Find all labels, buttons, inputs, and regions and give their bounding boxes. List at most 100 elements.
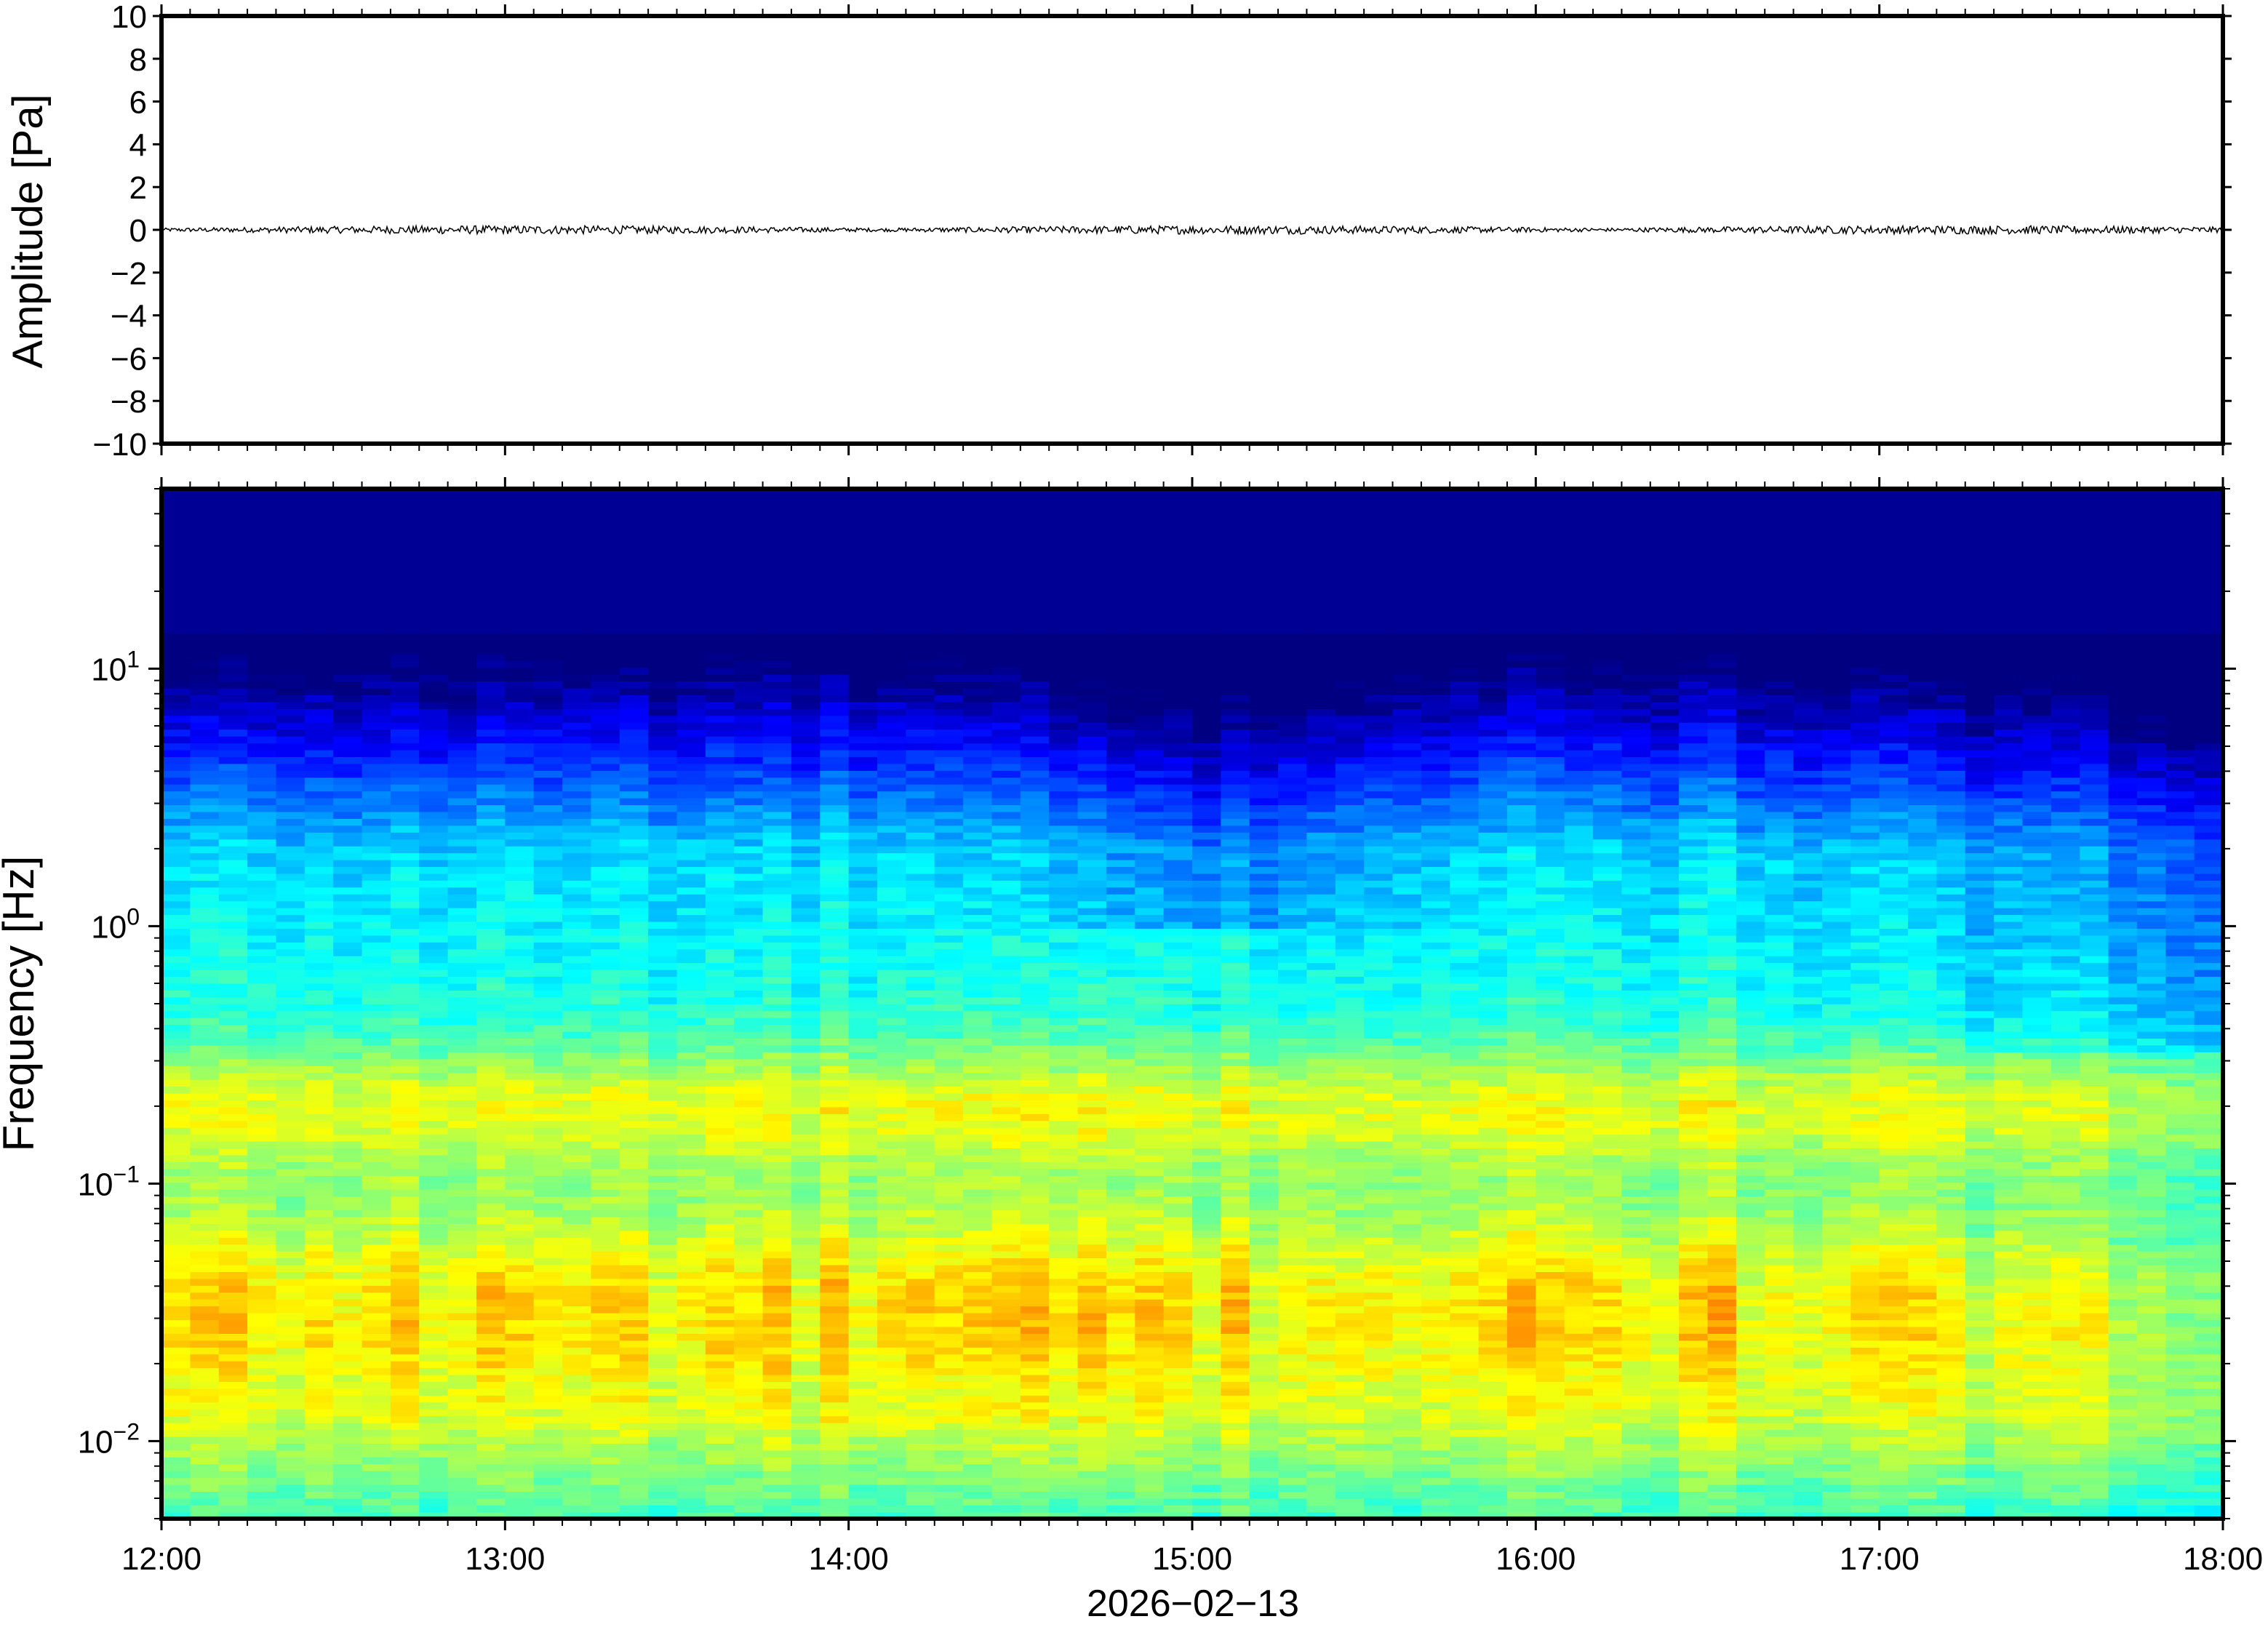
spectrogram-cell xyxy=(877,1292,906,1299)
spectrogram-cell xyxy=(219,612,248,620)
spectrogram-cell xyxy=(276,1279,305,1286)
spectrogram-cell xyxy=(562,1223,591,1231)
spectrogram-cell xyxy=(877,523,906,530)
spectrogram-cell xyxy=(190,948,219,956)
spectrogram-cell xyxy=(333,1436,362,1444)
spectrogram-cell xyxy=(648,1319,677,1327)
spectrogram-cell xyxy=(935,1182,964,1189)
spectrogram-cell xyxy=(648,626,677,633)
spectrogram-cell xyxy=(333,695,362,702)
spectrogram-cell xyxy=(763,1079,792,1087)
spectrogram-cell xyxy=(963,874,992,881)
spectrogram-cell xyxy=(476,509,506,516)
spectrogram-cell xyxy=(706,564,735,572)
spectrogram-cell xyxy=(247,1333,276,1340)
spectrogram-cell xyxy=(190,935,219,943)
spectrogram-cell xyxy=(161,908,191,915)
spectrogram-cell xyxy=(820,777,849,784)
spectrogram-cell xyxy=(734,942,763,949)
spectrogram-cell xyxy=(1021,667,1050,674)
spectrogram-cell xyxy=(991,1463,1021,1471)
spectrogram-cell xyxy=(935,599,964,606)
spectrogram-cell xyxy=(648,1402,677,1410)
spectrogram-cell xyxy=(991,1415,1021,1423)
spectrogram-cell xyxy=(305,1327,334,1334)
spectrogram-cell xyxy=(190,1086,219,1093)
spectrogram-cell xyxy=(505,557,534,564)
spectrogram-cell xyxy=(448,743,477,750)
spectrogram-cell xyxy=(305,812,334,819)
spectrogram-cell xyxy=(734,1086,763,1093)
spectrogram-cell xyxy=(849,887,878,895)
spectrogram-cell xyxy=(648,1079,677,1087)
spectrogram-cell xyxy=(448,1155,477,1162)
spectrogram-cell xyxy=(648,1127,677,1135)
spectrogram-cell xyxy=(791,1402,820,1410)
spectrogram-cell xyxy=(734,1210,763,1217)
spectrogram-cell xyxy=(219,633,248,640)
spectrogram-cell xyxy=(247,832,276,839)
spectrogram-cell xyxy=(419,990,448,997)
spectrogram-cell xyxy=(734,1059,763,1066)
spectrogram-cell xyxy=(476,1375,506,1382)
spectrogram-cell xyxy=(935,633,964,640)
spectrogram-cell xyxy=(620,1175,649,1183)
spectrogram-cell xyxy=(247,1059,276,1066)
spectrogram-cell xyxy=(591,1217,620,1224)
spectrogram-cell xyxy=(591,1093,620,1100)
spectrogram-cell xyxy=(620,839,649,846)
spectrogram-cell xyxy=(963,722,992,729)
spectrogram-cell xyxy=(305,846,334,853)
spectrogram-cell xyxy=(963,1237,992,1244)
spectrogram-cell xyxy=(247,1436,276,1444)
spectrogram-cell xyxy=(820,852,849,860)
spectrogram-cell xyxy=(333,1196,362,1203)
spectrogram-cell xyxy=(906,1271,935,1279)
spectrogram-cell xyxy=(591,770,620,777)
spectrogram-cell xyxy=(648,1361,677,1368)
spectrogram-cell xyxy=(648,1354,677,1361)
spectrogram-cell xyxy=(247,1237,276,1244)
spectrogram-cell xyxy=(219,1319,248,1327)
spectrogram-cell xyxy=(1049,1471,1078,1478)
spectrogram-cell xyxy=(505,1114,534,1121)
spectrogram-cell xyxy=(305,1313,334,1320)
spectrogram-cell xyxy=(763,1175,792,1183)
spectrogram-cell xyxy=(1021,1429,1050,1436)
spectrogram-cell xyxy=(1049,619,1078,626)
spectrogram-cell xyxy=(476,1484,506,1492)
spectrogram-cell xyxy=(190,640,219,647)
spectrogram-cell xyxy=(620,523,649,530)
spectrogram-cell xyxy=(849,1484,878,1492)
spectrogram-cell xyxy=(734,1409,763,1416)
spectrogram-cell xyxy=(362,557,391,564)
spectrogram-cell xyxy=(534,812,563,819)
spectrogram-cell xyxy=(276,1354,305,1361)
spectrogram-cell xyxy=(391,1237,420,1244)
spectrogram-cell xyxy=(763,702,792,709)
spectrogram-cell xyxy=(161,1327,191,1334)
spectrogram-cell xyxy=(706,1457,735,1464)
spectrogram-cell xyxy=(276,1162,305,1169)
spectrogram-cell xyxy=(849,1189,878,1196)
spectrogram-cell xyxy=(1021,544,1050,551)
spectrogram-cell xyxy=(247,784,276,791)
spectrogram-cell xyxy=(1049,1415,1078,1423)
spectrogram-cell xyxy=(247,599,276,606)
spectrogram-cell xyxy=(534,1251,563,1258)
spectrogram-cell xyxy=(562,1463,591,1471)
spectrogram-cell xyxy=(276,1457,305,1464)
spectrogram-cell xyxy=(562,1436,591,1444)
spectrogram-cell xyxy=(648,640,677,647)
spectrogram-cell xyxy=(677,948,706,956)
spectrogram-cell xyxy=(247,1313,276,1320)
spectrogram-cell xyxy=(820,660,849,668)
spectrogram-cell xyxy=(820,1175,849,1183)
spectrogram-cell xyxy=(161,1189,191,1196)
spectrogram-cell xyxy=(1049,1484,1078,1492)
spectrogram-cell xyxy=(677,1100,706,1107)
spectrogram-cell xyxy=(991,1237,1021,1244)
spectrogram-cell xyxy=(591,1066,620,1073)
spectrogram-cell xyxy=(706,1498,735,1506)
spectrogram-cell xyxy=(476,1423,506,1430)
